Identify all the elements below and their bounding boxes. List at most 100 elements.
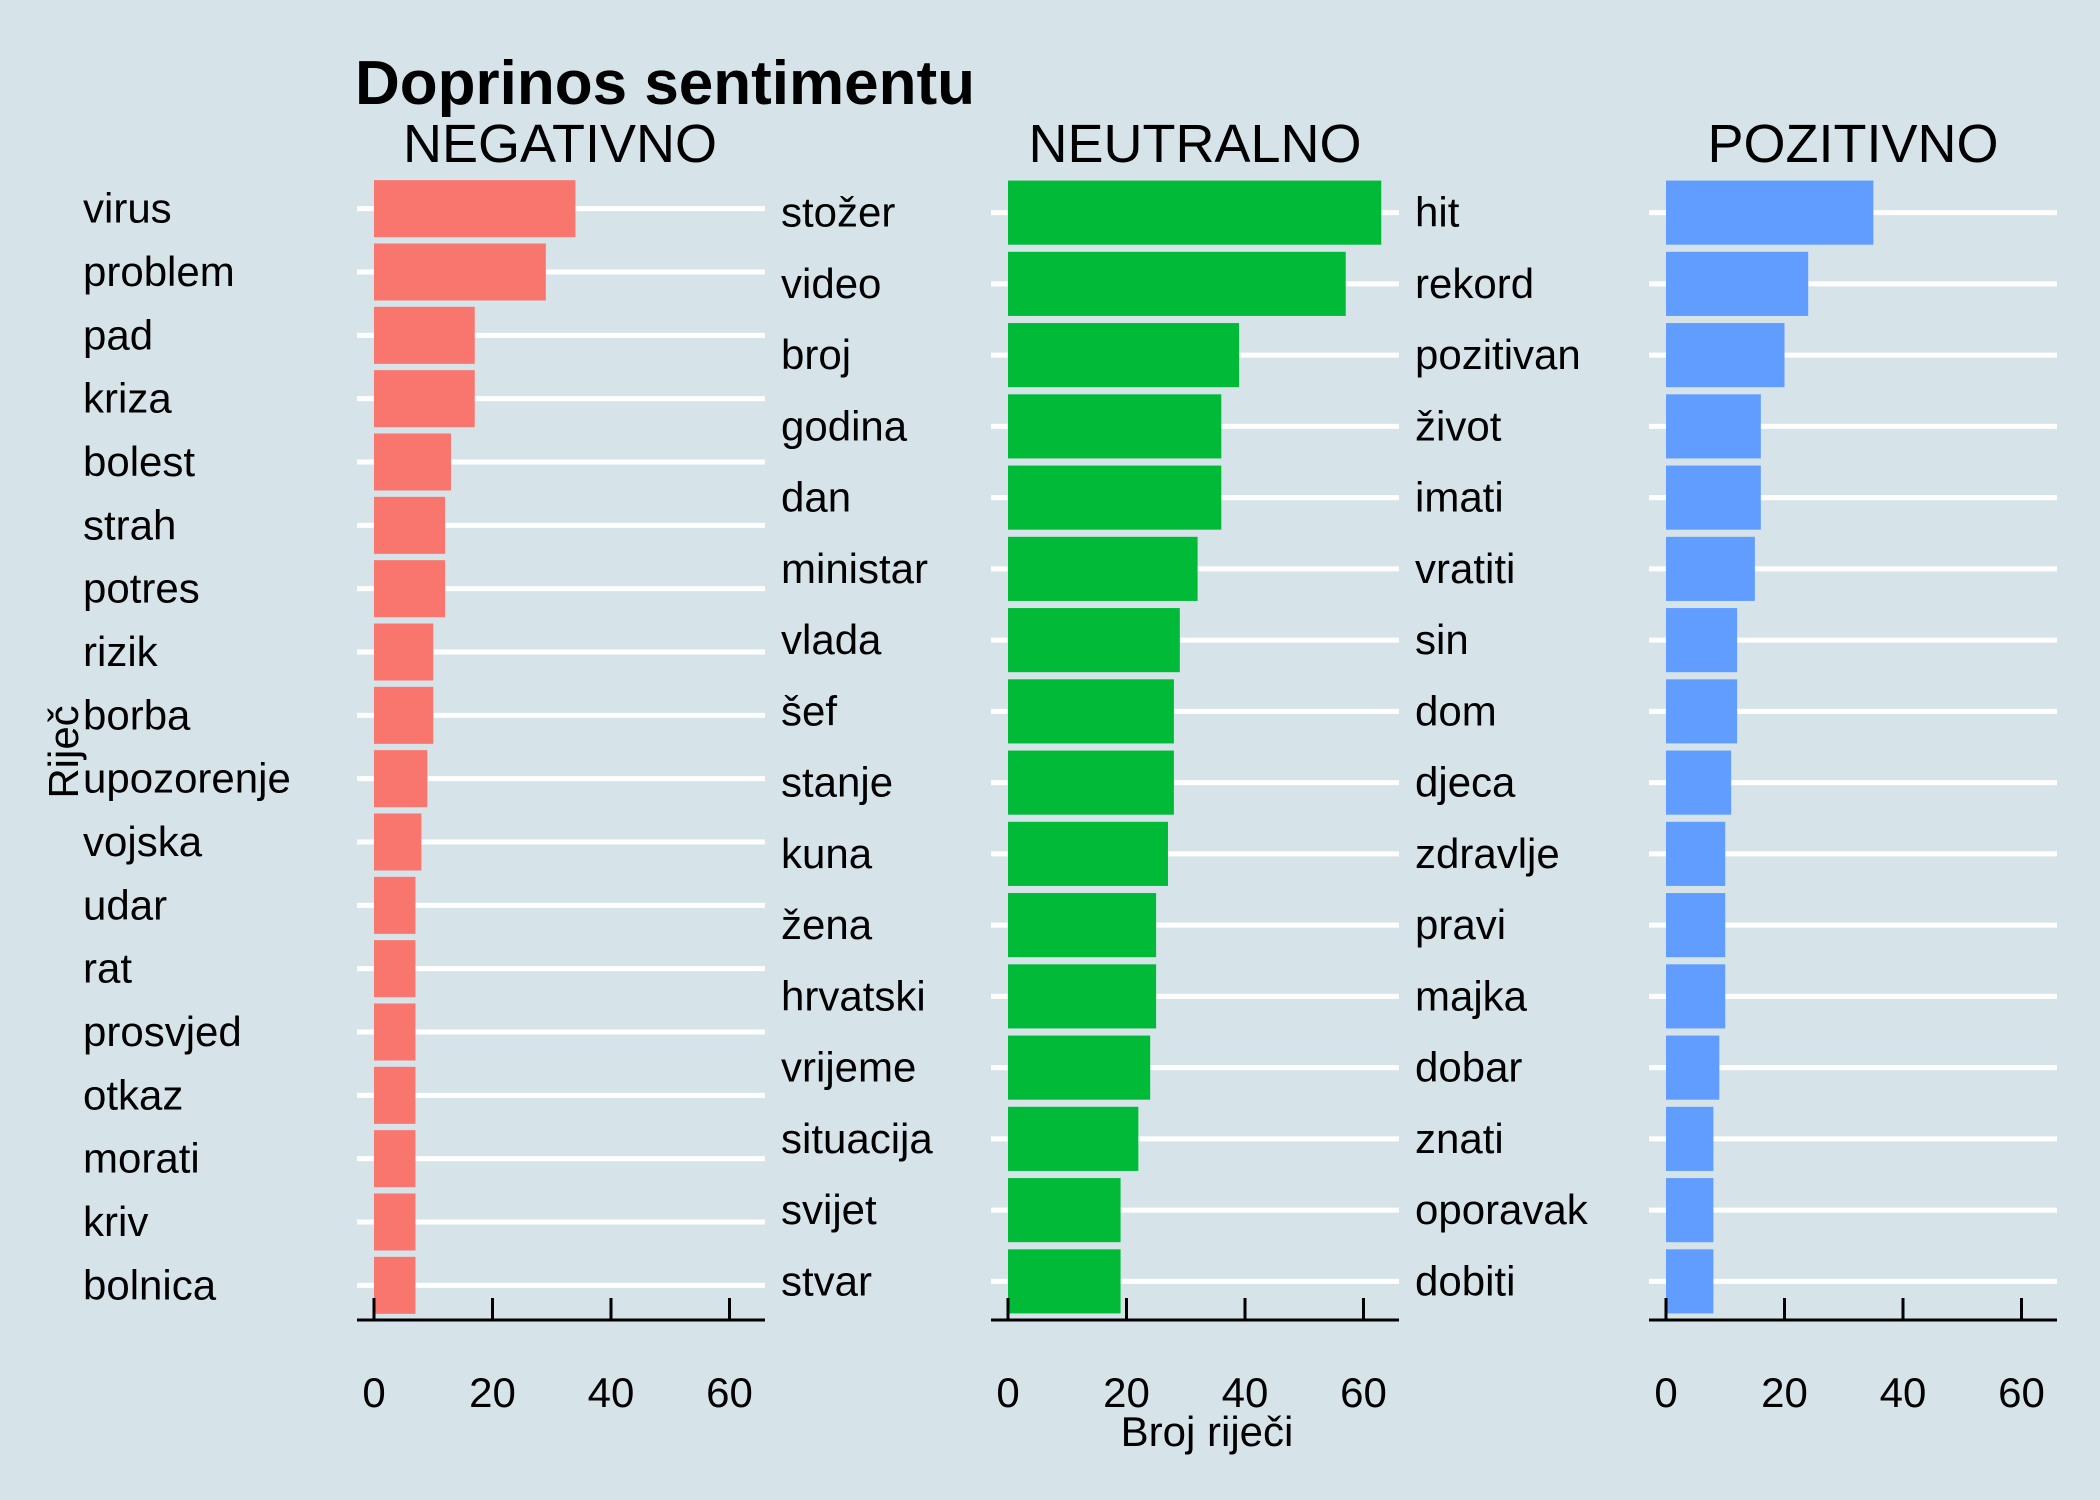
- category-label: bolnica: [83, 1261, 217, 1308]
- category-label: život: [1415, 402, 1502, 449]
- bar-bolnica: [374, 1256, 416, 1314]
- bar-vlada: [1008, 608, 1180, 673]
- category-label: bolest: [83, 438, 195, 485]
- category-label: žena: [781, 901, 873, 948]
- category-label: godina: [781, 402, 908, 449]
- category-label: hit: [1415, 189, 1460, 236]
- bar-rekord: [1666, 251, 1809, 316]
- category-label: dom: [1415, 687, 1497, 734]
- category-label: majka: [1415, 972, 1528, 1019]
- category-label: pravi: [1415, 901, 1506, 948]
- category-label: dobiti: [1415, 1257, 1515, 1304]
- chart-title: Doprinos sentimentu: [355, 49, 975, 118]
- bar-zdravlje: [1666, 821, 1726, 886]
- bar-potres: [374, 560, 446, 618]
- category-label: morati: [83, 1135, 200, 1182]
- bar-ministar: [1008, 536, 1198, 601]
- category-label: hrvatski: [781, 972, 926, 1019]
- bar-upozorenje: [374, 750, 428, 808]
- bar-strah: [374, 496, 446, 554]
- bar-sin: [1666, 608, 1738, 673]
- category-label: strah: [83, 501, 176, 548]
- x-tick-label: 0: [362, 1369, 385, 1416]
- panel-header: NEGATIVNO: [403, 114, 717, 174]
- bar-broj: [1008, 323, 1240, 388]
- panel-pozitivno: POZITIVNO hit rekord pozitivan život imati vra…: [1415, 114, 2057, 1416]
- category-label: upozorenje: [83, 755, 291, 802]
- category-label: vratiti: [1415, 545, 1515, 592]
- category-label: sin: [1415, 616, 1469, 663]
- x-tick-label: 60: [706, 1369, 753, 1416]
- y-axis-title: Riječ: [40, 705, 87, 798]
- bar-stvar: [1008, 1249, 1121, 1314]
- bar-situacija: [1008, 1106, 1139, 1171]
- category-label: udar: [83, 881, 167, 928]
- bar-prosvjed: [374, 1003, 416, 1061]
- category-label: pad: [83, 311, 153, 358]
- x-tick-label: 40: [588, 1369, 635, 1416]
- panel-negativno: NEGATIVNO virus problem pad kriza bolest strah…: [83, 114, 765, 1416]
- panel-neutralno: NEUTRALNO stožer video broj godina dan minista…: [781, 114, 1399, 1416]
- bar-svijet: [1008, 1178, 1121, 1243]
- category-label: vlada: [781, 616, 882, 663]
- category-label: dobar: [1415, 1044, 1522, 1091]
- bar-pad: [374, 306, 475, 364]
- x-tick-label: 20: [469, 1369, 516, 1416]
- category-label: problem: [83, 248, 235, 295]
- category-label: svijet: [781, 1186, 877, 1233]
- category-label: šef: [781, 687, 837, 734]
- category-label: borba: [83, 691, 191, 738]
- category-label: stožer: [781, 189, 895, 236]
- x-tick-label: 20: [1761, 1369, 1808, 1416]
- bar-hrvatski: [1008, 964, 1157, 1029]
- x-tick-label: 0: [996, 1369, 1019, 1416]
- bar-kriza: [374, 370, 475, 428]
- x-axis-title: Broj riječi: [1121, 1408, 1294, 1455]
- category-label: djeca: [1415, 759, 1516, 806]
- bar-morati: [374, 1130, 416, 1188]
- bar-kuna: [1008, 821, 1168, 886]
- category-label: stanje: [781, 759, 893, 806]
- bar-pozitivan: [1666, 323, 1785, 388]
- category-label: otkaz: [83, 1071, 183, 1118]
- category-label: kuna: [781, 830, 873, 877]
- panel-header: NEUTRALNO: [1028, 114, 1361, 174]
- bar-imati: [1666, 465, 1761, 530]
- bar-rat: [374, 940, 416, 998]
- category-label: stvar: [781, 1257, 872, 1304]
- bar-stanje: [1008, 750, 1174, 815]
- category-label: imati: [1415, 474, 1504, 521]
- bar-problem: [374, 243, 546, 301]
- x-tick-label: 60: [1340, 1369, 1387, 1416]
- bar-šef: [1008, 679, 1174, 744]
- category-label: video: [781, 260, 881, 307]
- bar-dobar: [1666, 1035, 1720, 1100]
- bar-virus: [374, 180, 576, 238]
- category-label: vojska: [83, 818, 203, 865]
- category-label: vrijeme: [781, 1044, 916, 1091]
- bar-udar: [374, 876, 416, 934]
- category-label: dan: [781, 474, 851, 521]
- bar-otkaz: [374, 1066, 416, 1124]
- bar-majka: [1666, 964, 1726, 1029]
- bar-video: [1008, 251, 1346, 316]
- category-label: rizik: [83, 628, 159, 675]
- bar-stožer: [1008, 180, 1382, 245]
- panel-header: POZITIVNO: [1707, 114, 1998, 174]
- category-label: zdravlje: [1415, 830, 1560, 877]
- bar-vojska: [374, 813, 422, 871]
- bar-vrijeme: [1008, 1035, 1151, 1100]
- category-label: situacija: [781, 1115, 933, 1162]
- x-tick-label: 0: [1654, 1369, 1677, 1416]
- x-tick-label: 20: [1103, 1369, 1150, 1416]
- category-label: rekord: [1415, 260, 1534, 307]
- category-label: znati: [1415, 1115, 1504, 1162]
- category-label: broj: [781, 331, 851, 378]
- bar-djeca: [1666, 750, 1732, 815]
- x-tick-label: 40: [1880, 1369, 1927, 1416]
- bar-godina: [1008, 394, 1222, 459]
- bar-dobiti: [1666, 1249, 1714, 1314]
- bar-dan: [1008, 465, 1222, 530]
- bar-vratiti: [1666, 536, 1755, 601]
